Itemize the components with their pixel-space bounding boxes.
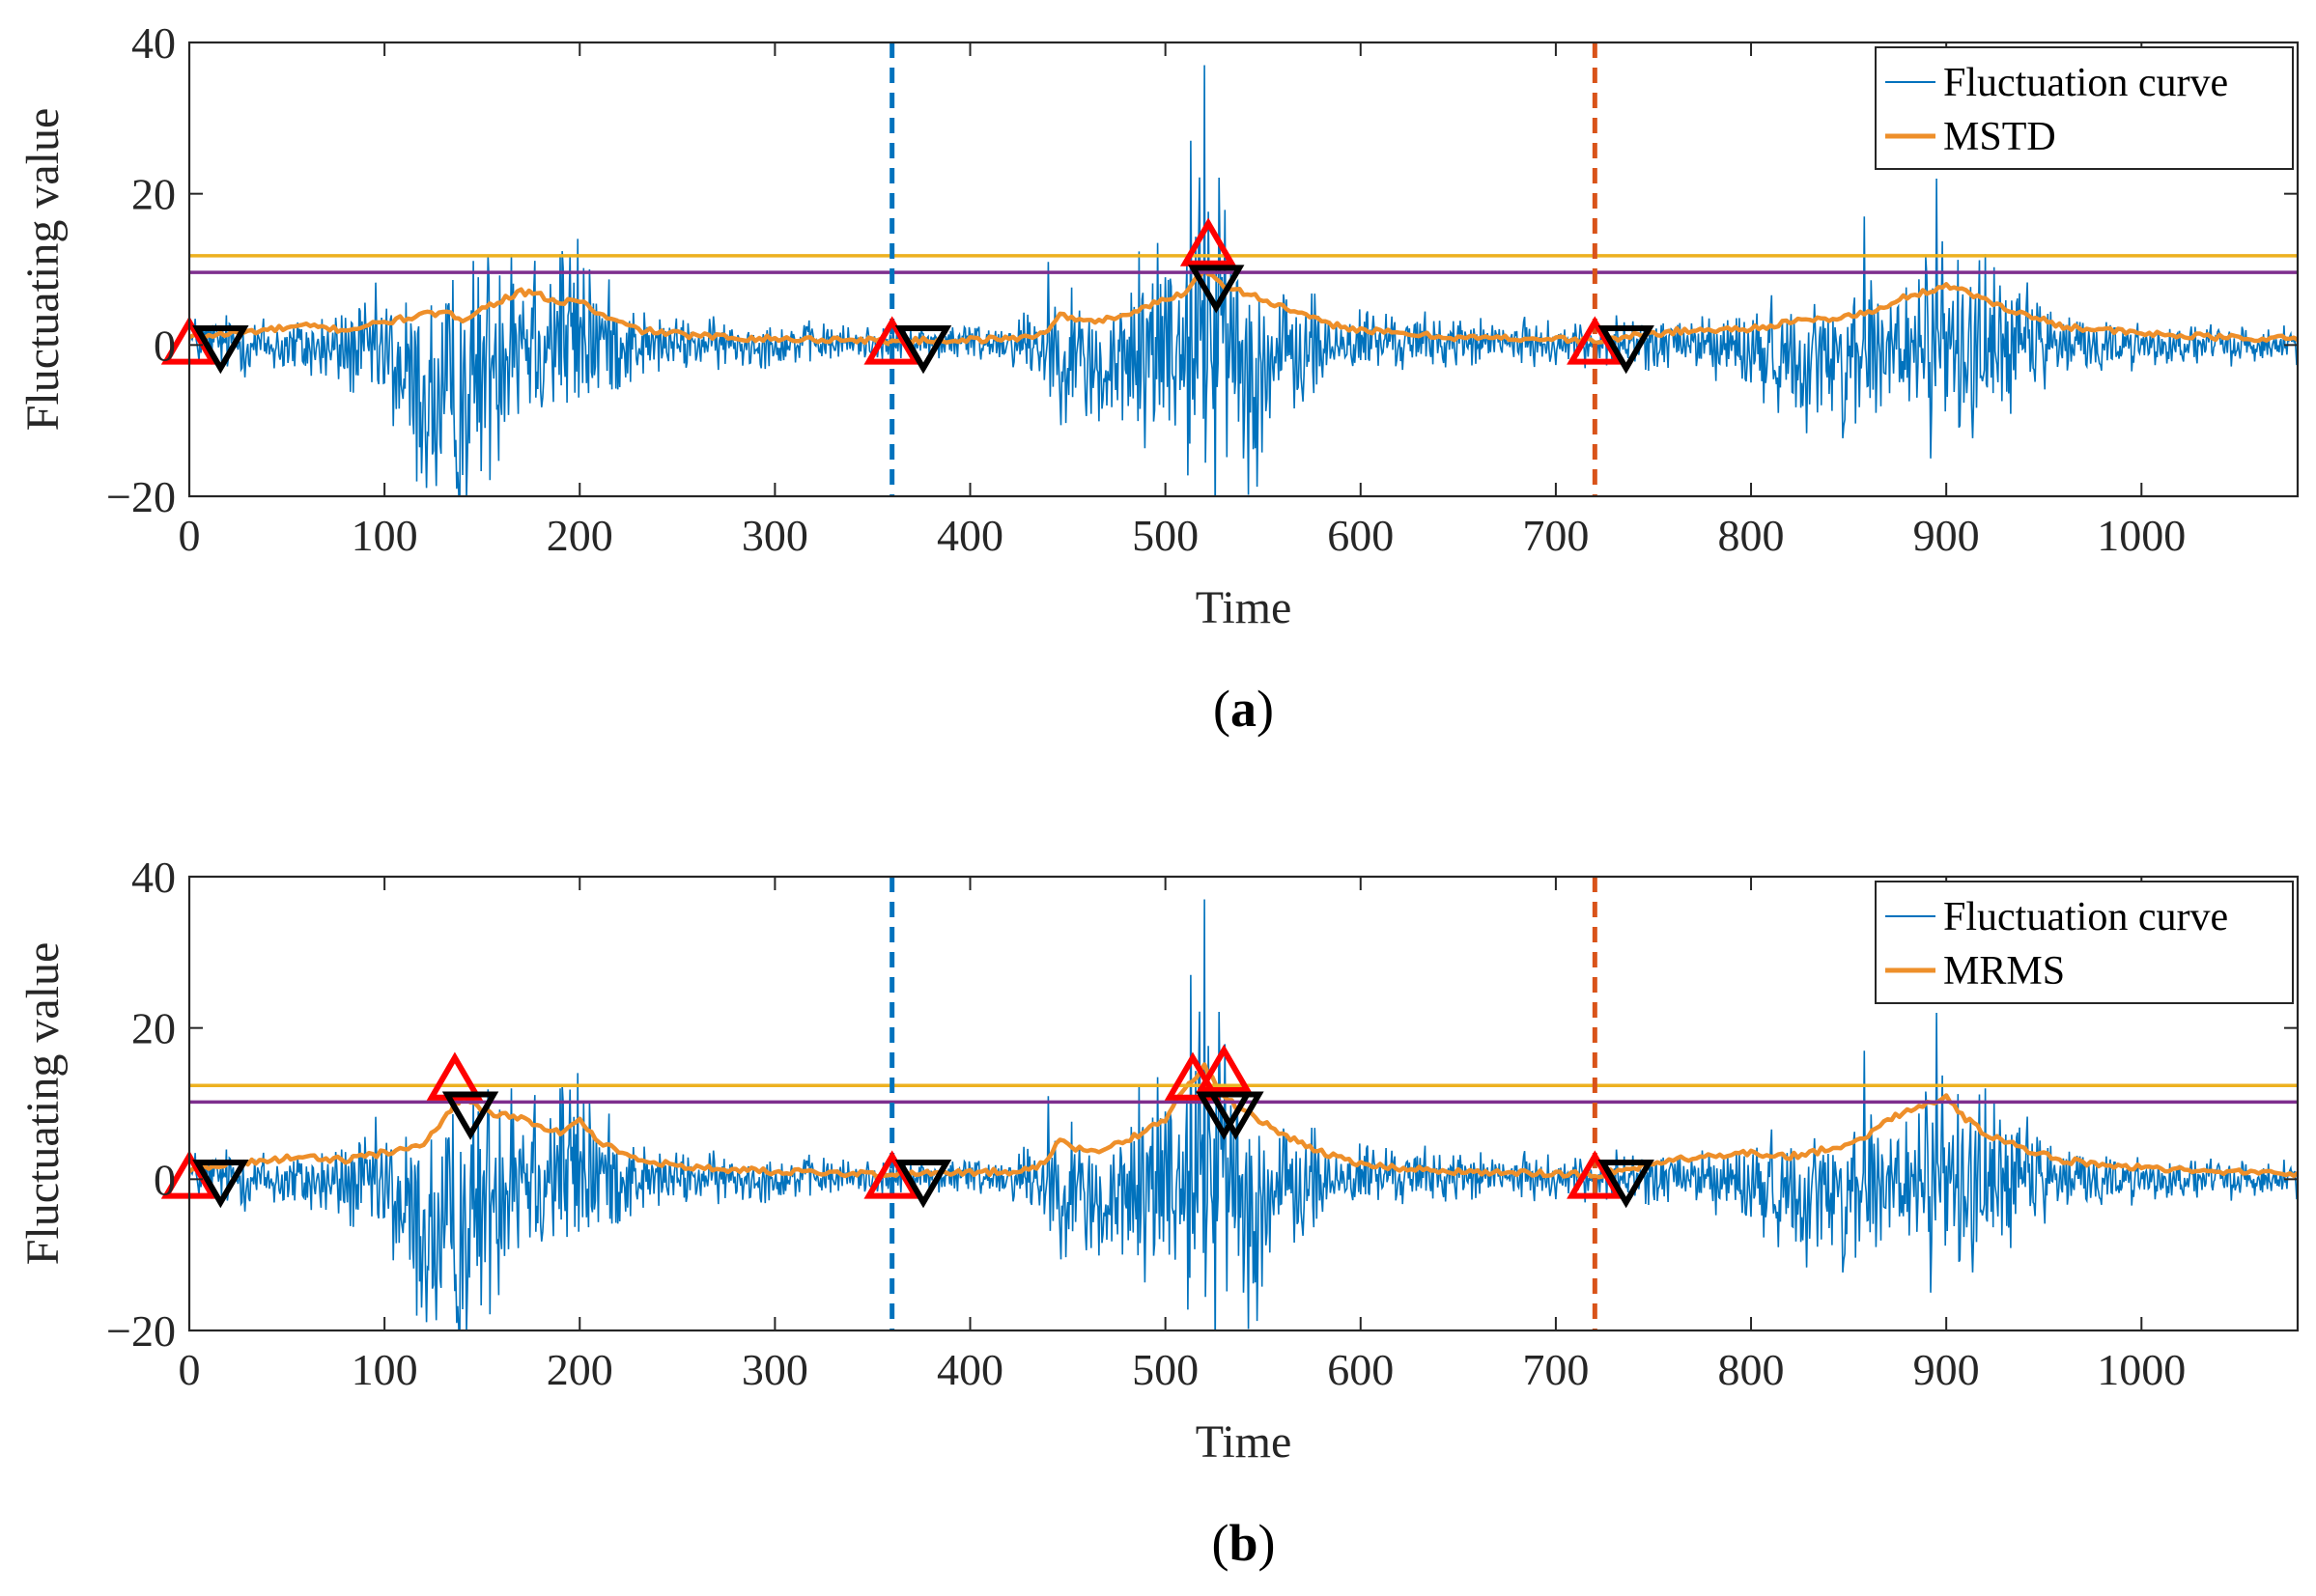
end-marker bbox=[1597, 325, 1654, 375]
caption-part: ( bbox=[1211, 1514, 1229, 1572]
x-tick-label: 100 bbox=[352, 1345, 418, 1394]
y-axis-label: Fluctuating value bbox=[17, 942, 69, 1266]
x-tick-label: 300 bbox=[742, 1345, 808, 1394]
fluctuation-curve bbox=[189, 899, 2298, 1330]
start-marker bbox=[426, 1051, 484, 1101]
panel-b: 0 100 200 300 400 500 600 700 800 900 1000−2002040… bbox=[17, 853, 2300, 1572]
x-tick-label: 500 bbox=[1132, 511, 1199, 560]
end-marker bbox=[441, 1091, 499, 1140]
caption-part: ) bbox=[1257, 680, 1274, 738]
panel-caption: (a) bbox=[1213, 680, 1274, 738]
y-tick-label: 0 bbox=[154, 321, 176, 370]
y-tick-label: 20 bbox=[131, 170, 176, 219]
fluctuation-curve bbox=[189, 65, 2298, 496]
start-marker bbox=[1567, 316, 1624, 365]
y-tick-label: 0 bbox=[154, 1155, 176, 1204]
x-tick-label: 500 bbox=[1132, 1345, 1199, 1394]
x-tick-label: 1000 bbox=[2097, 1345, 2186, 1394]
y-tick-label: 40 bbox=[131, 18, 176, 68]
legend-label-envelope: MSTD bbox=[1943, 115, 2056, 159]
start-marker bbox=[1179, 217, 1237, 266]
legend-box bbox=[1875, 881, 2294, 1004]
x-tick-label: 1000 bbox=[2097, 511, 2186, 560]
x-tick-label: 900 bbox=[1913, 1345, 1980, 1394]
end-marker bbox=[192, 325, 249, 375]
caption-part: ( bbox=[1213, 680, 1230, 738]
end-marker bbox=[894, 325, 952, 375]
x-tick-label: 200 bbox=[547, 1345, 613, 1394]
x-tick-label: 800 bbox=[1718, 511, 1785, 560]
legend-box bbox=[1875, 46, 2294, 170]
y-tick-label: 40 bbox=[131, 853, 176, 902]
caption-part: a bbox=[1230, 680, 1257, 738]
panel-caption: (b) bbox=[1211, 1514, 1275, 1572]
end-marker bbox=[192, 1160, 249, 1209]
x-tick-label: 100 bbox=[352, 511, 418, 560]
start-marker bbox=[863, 1150, 920, 1199]
y-tick-label: −20 bbox=[106, 1306, 176, 1356]
envelope-line bbox=[189, 1062, 2298, 1180]
legend: Fluctuation curve MSTD bbox=[1875, 46, 2294, 170]
y-tick-label: 20 bbox=[131, 1004, 176, 1053]
legend-label-envelope: MRMS bbox=[1943, 949, 2065, 994]
legend-label-fluctuation: Fluctuation curve bbox=[1943, 895, 2228, 939]
start-marker bbox=[1164, 1051, 1222, 1101]
x-tick-label: 700 bbox=[1522, 1345, 1589, 1394]
axes-frame bbox=[187, 875, 2300, 1332]
x-tick-label: 400 bbox=[937, 1345, 1003, 1394]
axes-frame bbox=[187, 41, 2300, 498]
start-marker bbox=[1567, 1150, 1624, 1199]
panel-a: 0 100 200 300 400 500 600 700 800 900 1000−2002040… bbox=[17, 18, 2300, 738]
x-tick-label: 0 bbox=[179, 511, 201, 560]
end-marker bbox=[1207, 1091, 1264, 1140]
x-tick-label: 600 bbox=[1327, 1345, 1394, 1394]
x-tick-label: 900 bbox=[1913, 511, 1980, 560]
y-tick-label: −20 bbox=[106, 472, 176, 521]
end-marker bbox=[894, 1160, 952, 1209]
legend-label-fluctuation: Fluctuation curve bbox=[1943, 61, 2228, 105]
x-tick-label: 200 bbox=[547, 511, 613, 560]
x-axis-label: Time bbox=[1196, 582, 1292, 633]
x-axis-label: Time bbox=[1196, 1416, 1292, 1468]
caption-part: b bbox=[1229, 1514, 1257, 1572]
x-tick-label: 800 bbox=[1718, 1345, 1785, 1394]
start-marker bbox=[863, 316, 920, 365]
y-axis-label: Fluctuating value bbox=[17, 108, 69, 432]
x-tick-label: 0 bbox=[179, 1345, 201, 1394]
x-tick-label: 300 bbox=[742, 511, 808, 560]
end-marker bbox=[1597, 1160, 1654, 1209]
x-tick-label: 700 bbox=[1522, 511, 1589, 560]
start-marker bbox=[1196, 1044, 1253, 1093]
envelope-line bbox=[189, 266, 2298, 347]
legend: Fluctuation curve MRMS bbox=[1875, 881, 2294, 1004]
caption-part: ) bbox=[1258, 1514, 1276, 1572]
end-marker bbox=[1187, 265, 1245, 314]
x-tick-label: 600 bbox=[1327, 511, 1394, 560]
x-tick-label: 400 bbox=[937, 511, 1003, 560]
plot-area bbox=[189, 42, 2298, 496]
